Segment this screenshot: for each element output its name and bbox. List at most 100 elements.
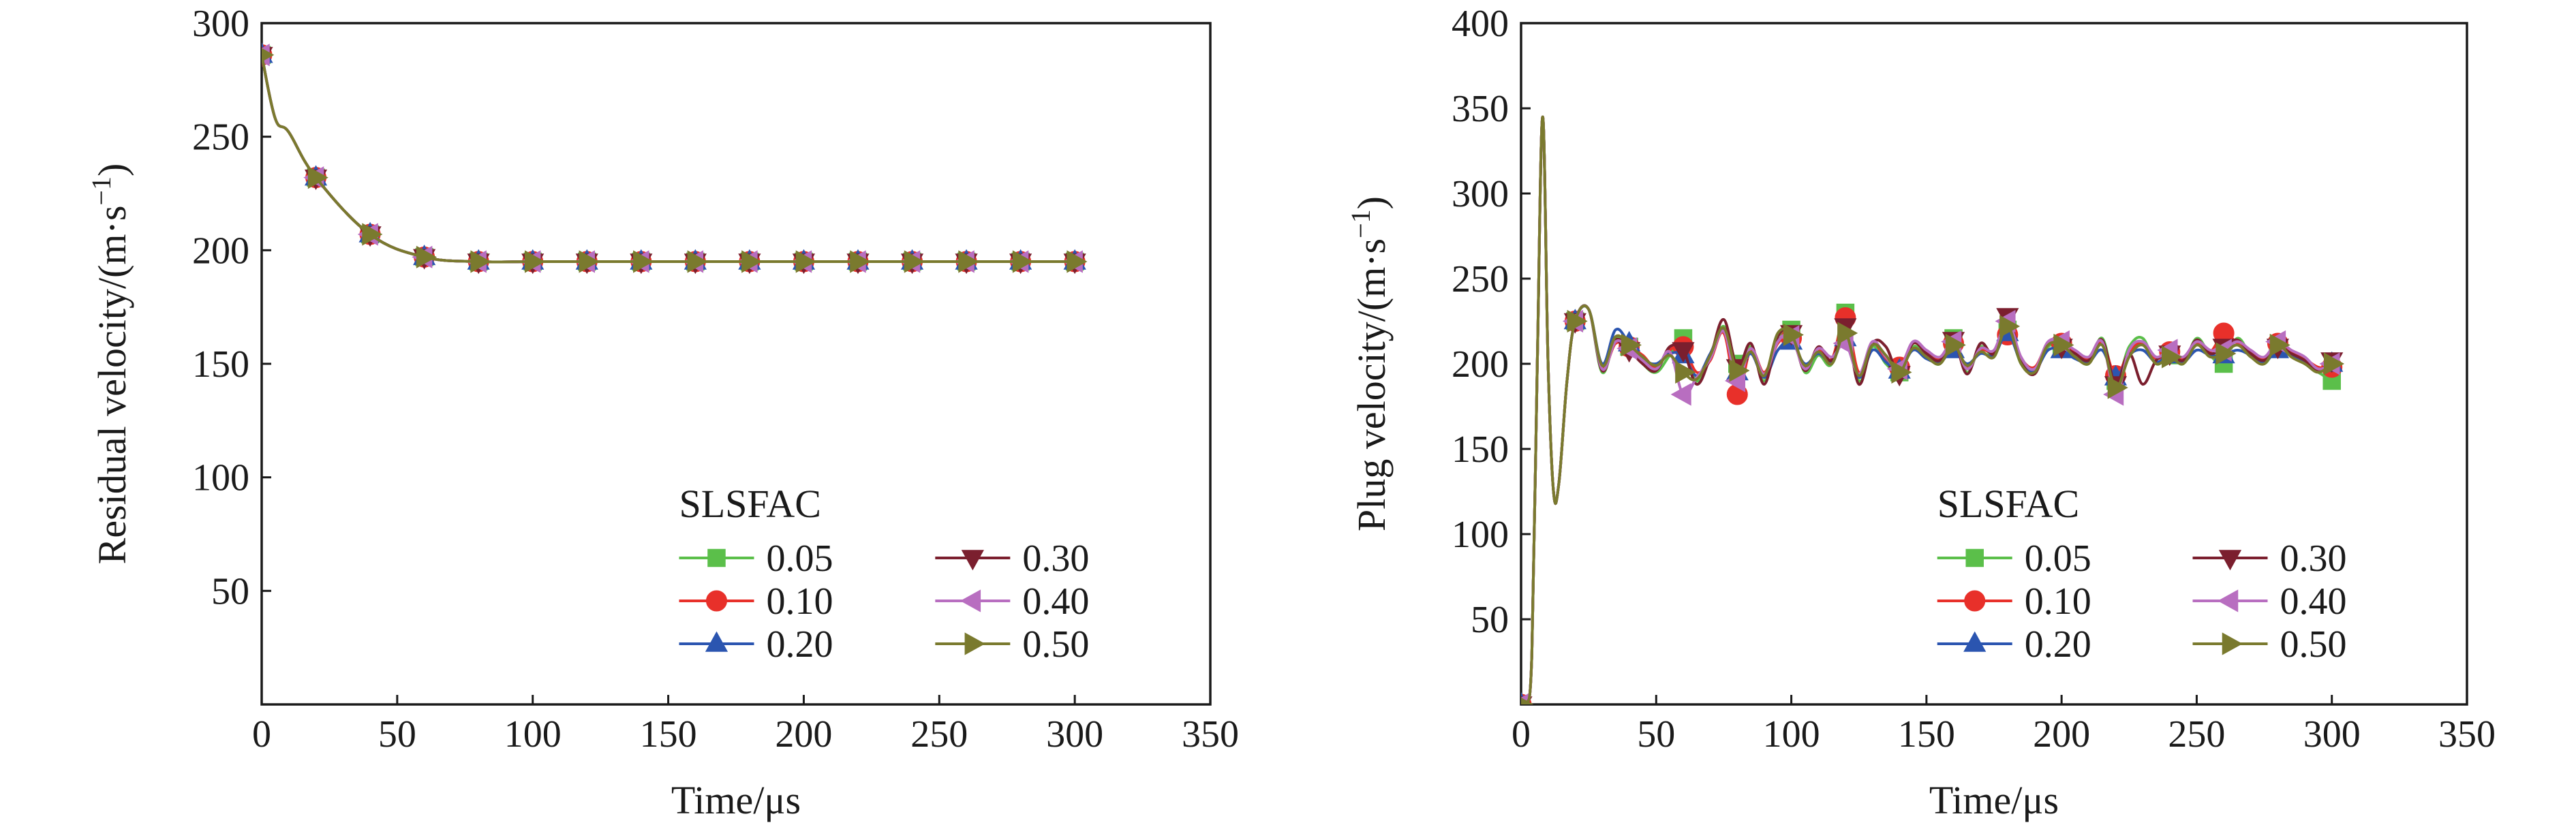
legend-marker	[705, 590, 727, 612]
data-point	[1729, 359, 1750, 382]
legend-label: 0.50	[1022, 623, 1089, 666]
y-axis-title-text: Residual velocity/(m·s	[90, 206, 134, 565]
data-point	[687, 250, 708, 273]
legend-item-0.50: 0.50	[2192, 623, 2346, 666]
data-point	[1621, 333, 1642, 357]
legend: SLSFAC 0.050.100.20 0.300.400.50	[679, 482, 1089, 666]
legend-label: 0.30	[2280, 538, 2346, 580]
x-tick-label: 0	[252, 713, 271, 756]
data-point	[1012, 250, 1033, 273]
y-tick-label: 150	[1452, 429, 1509, 471]
legend-marker	[960, 589, 981, 612]
plug-velocity-chart: 0 50 100 150 200 250 300 350 50 100 150 200 250 300 35…	[1345, 3, 2496, 822]
data-point	[633, 250, 654, 273]
series-line-0.30	[1521, 115, 2333, 704]
legend-label: 0.10	[2025, 580, 2091, 623]
series-line-0.40	[1521, 115, 2333, 704]
legend-item-0.40: 0.40	[935, 580, 1089, 623]
legend-marker	[1965, 548, 1984, 567]
data-point	[1945, 333, 1966, 357]
data-point	[850, 250, 871, 273]
x-tick-label: 50	[1637, 713, 1675, 756]
series-0.30	[1521, 115, 2344, 704]
data-point	[1521, 697, 1534, 704]
series-0.20	[1521, 115, 2344, 704]
legend-item-0.50: 0.50	[935, 623, 1089, 666]
legend-item-0.05: 0.05	[679, 538, 833, 580]
legend-marker	[961, 550, 984, 571]
y-axis-title-text: Plug velocity/(m·s	[1349, 238, 1394, 531]
y-tick-label: 350	[1452, 88, 1509, 130]
y-tick-label: 50	[1471, 599, 1509, 641]
legend-item-0.05: 0.05	[1937, 538, 2091, 580]
data-point	[1783, 323, 1804, 347]
series-line-0.05	[1521, 115, 2333, 704]
y-tick-label: 150	[192, 343, 249, 386]
data-point	[1672, 342, 1695, 363]
x-tick-label: 0	[1512, 713, 1531, 756]
data-point	[262, 48, 275, 62]
y-tick-label: 50	[211, 570, 249, 612]
legend-marker	[2218, 589, 2239, 612]
series-line-0.50	[1521, 115, 2333, 704]
data-point	[795, 250, 816, 273]
series-line-0.50	[262, 55, 1075, 264]
x-tick-label: 200	[2033, 713, 2090, 756]
legend-marker	[2218, 550, 2242, 571]
legend-label: 0.10	[766, 580, 833, 623]
data-point	[2162, 345, 2183, 369]
data-point	[1067, 250, 1088, 273]
legend-label: 0.20	[2025, 623, 2091, 666]
x-tick-label: 350	[1182, 713, 1239, 756]
series-line-0.10	[1521, 115, 2332, 704]
y-tick-label: 400	[1452, 3, 1509, 45]
data-point	[416, 245, 437, 268]
series-0.50	[1521, 115, 2344, 704]
legend-item-0.10: 0.10	[679, 580, 833, 623]
legend-label: 0.20	[766, 623, 833, 666]
data-point	[2215, 342, 2237, 365]
series-line-0.20	[1521, 115, 2333, 704]
y-tick-label: 300	[1452, 173, 1509, 215]
legend-item-0.40: 0.40	[2192, 580, 2346, 623]
legend-item-0.30: 0.30	[935, 538, 1089, 580]
y-tick-label: 200	[1452, 343, 1509, 386]
series-0.10	[1521, 115, 2343, 704]
plot-area	[1521, 115, 2344, 704]
data-point	[1999, 315, 2021, 338]
legend-label: 0.05	[766, 538, 833, 580]
legend-item-0.10: 0.10	[1937, 580, 2091, 623]
plot-area	[262, 42, 1088, 275]
series-line-0.40	[262, 55, 1075, 264]
x-tick-label: 100	[1763, 713, 1820, 756]
residual-velocity-chart: 0 50 100 150 200 250 300 350 50 100 150 200 250 300 Ti…	[86, 3, 1239, 822]
data-point	[470, 250, 491, 273]
data-point	[2107, 376, 2128, 399]
data-point	[2053, 333, 2074, 357]
series-line-0.20	[262, 55, 1075, 264]
x-tick-label: 150	[640, 713, 697, 756]
x-axis-title: Time/μs	[671, 778, 801, 822]
x-tick-label: 250	[910, 713, 968, 756]
data-point	[741, 250, 763, 273]
data-point	[2269, 333, 2290, 357]
data-point	[958, 250, 979, 273]
y-tick-label: 250	[1452, 258, 1509, 300]
x-tick-label: 150	[1898, 713, 1955, 756]
legend-item-0.30: 0.30	[2192, 538, 2346, 580]
legend-item-0.20: 0.20	[679, 623, 833, 666]
y-axis-title-close: )	[1349, 196, 1394, 209]
legend-label: 0.40	[1022, 580, 1089, 623]
data-point	[1891, 360, 1912, 384]
y-tick-label: 200	[192, 230, 249, 272]
legend-marker	[1963, 631, 1987, 652]
x-tick-label: 300	[1046, 713, 1103, 756]
data-point	[362, 223, 383, 246]
legend-marker	[705, 631, 729, 652]
legend-title: SLSFAC	[1937, 482, 2079, 526]
data-point	[1670, 383, 1691, 406]
legend-title: SLSFAC	[679, 482, 821, 526]
x-tick-label: 100	[504, 713, 562, 756]
y-tick-label: 250	[192, 116, 249, 159]
